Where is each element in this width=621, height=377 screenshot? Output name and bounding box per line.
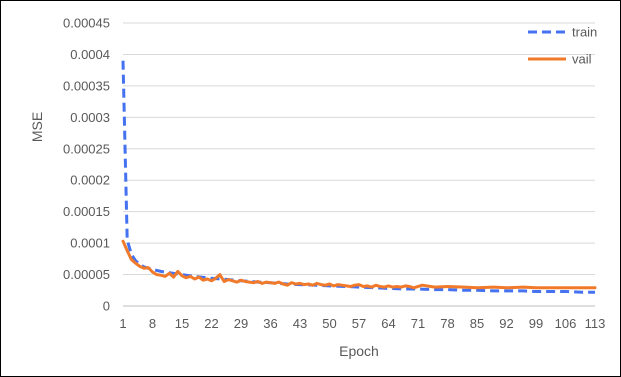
legend: train vail	[528, 25, 597, 67]
x-tick-label: 64	[381, 316, 395, 331]
x-tick-label: 50	[322, 316, 336, 331]
x-tick-label: 29	[234, 316, 248, 331]
x-tick-label: 22	[204, 316, 218, 331]
x-tick-label: 78	[440, 316, 454, 331]
y-axis-title: MSE	[29, 112, 45, 142]
x-tick-label: 71	[411, 316, 425, 331]
x-tick-label: 106	[555, 316, 577, 331]
series-line-train	[121, 60, 595, 294]
y-axis-ticks: 0 0.00005 0.0001 0.00015 0.0002 0.00025 0.0003…	[63, 16, 110, 314]
x-tick-label: 43	[293, 316, 307, 331]
y-tick-label: 0.0001	[70, 236, 110, 251]
x-axis-ticks: 1 8 15 22 29 36 43 50 57 64 71 78 85 92 99 106 113	[119, 316, 605, 331]
y-tick-label: 0.00005	[63, 267, 110, 282]
x-tick-label: 15	[175, 316, 189, 331]
x-tick-label: 99	[529, 316, 543, 331]
y-tick-label: 0.0004	[70, 47, 110, 62]
y-tick-label: 0	[103, 299, 110, 314]
legend-label-vail: vail	[572, 52, 592, 67]
y-tick-label: 0.00035	[63, 78, 110, 93]
x-axis-title: Epoch	[339, 343, 379, 359]
x-tick-label: 36	[263, 316, 277, 331]
y-tick-label: 0.00015	[63, 204, 110, 219]
x-tick-label: 92	[499, 316, 513, 331]
x-tick-label: 85	[470, 316, 484, 331]
y-tick-label: 0.0002	[70, 173, 110, 188]
x-tick-label: 113	[585, 316, 606, 331]
series-line-vail	[121, 239, 597, 290]
y-tick-label: 0.00025	[63, 141, 110, 156]
series-lines	[121, 60, 597, 294]
legend-label-train: train	[572, 25, 597, 40]
x-tick-label: 8	[149, 316, 156, 331]
x-tick-label: 1	[119, 316, 126, 331]
y-tick-label: 0.0003	[70, 110, 110, 125]
gridlines	[123, 22, 595, 307]
y-tick-label: 0.00045	[63, 16, 110, 31]
x-tick-label: 57	[352, 316, 366, 331]
